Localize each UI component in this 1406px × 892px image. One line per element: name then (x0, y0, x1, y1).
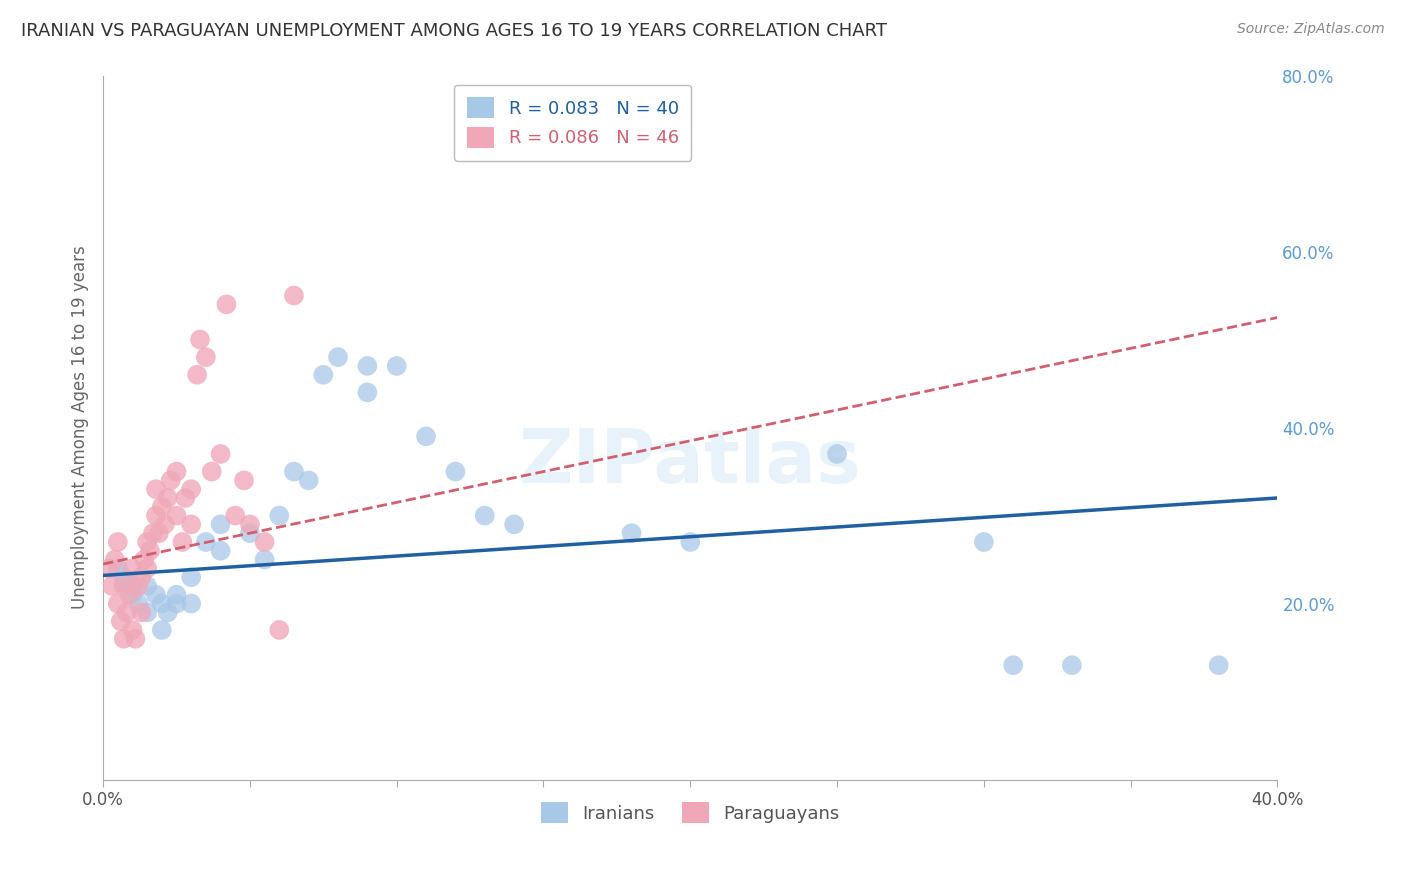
Point (112, 579, 135, 593)
Point (127, 579, 149, 593)
Point (253, 535, 276, 549)
Point (145, 508, 167, 523)
Point (209, 517, 232, 532)
Point (215, 297, 238, 311)
Point (121, 588, 143, 602)
Point (166, 588, 188, 602)
Point (166, 508, 188, 523)
Point (136, 561, 159, 575)
Point (188, 333, 211, 347)
Point (107, 561, 129, 575)
Point (233, 474, 256, 488)
Point (118, 588, 141, 602)
Point (129, 570, 152, 584)
Point (166, 597, 188, 611)
Point (115, 606, 138, 620)
Y-axis label: Unemployment Among Ages 16 to 19 years: Unemployment Among Ages 16 to 19 years (72, 245, 89, 609)
Point (239, 526, 262, 541)
Point (136, 535, 159, 549)
Point (186, 368, 208, 382)
Point (201, 465, 224, 479)
Point (253, 552, 276, 566)
Point (124, 632, 146, 646)
Point (180, 517, 202, 532)
Point (112, 632, 135, 646)
Point (148, 526, 170, 541)
Point (620, 526, 643, 541)
Point (283, 288, 305, 302)
Point (269, 623, 291, 637)
Text: IRANIAN VS PARAGUAYAN UNEMPLOYMENT AMONG AGES 16 TO 19 YEARS CORRELATION CHART: IRANIAN VS PARAGUAYAN UNEMPLOYMENT AMONG… (21, 22, 887, 40)
Point (224, 508, 246, 523)
Point (139, 543, 162, 558)
Point (973, 535, 995, 549)
Point (156, 491, 179, 505)
Point (136, 606, 159, 620)
Point (209, 447, 232, 461)
Point (150, 623, 173, 637)
Point (107, 535, 129, 549)
Point (385, 359, 408, 373)
Point (326, 350, 349, 364)
Point (107, 597, 129, 611)
Point (312, 368, 335, 382)
Point (415, 429, 437, 443)
Point (269, 508, 291, 523)
Point (121, 623, 143, 637)
Point (142, 526, 165, 541)
Point (145, 482, 167, 496)
Legend: Iranians, Paraguayans: Iranians, Paraguayans (530, 791, 851, 834)
Point (121, 579, 143, 593)
Point (679, 535, 702, 549)
Point (134, 552, 156, 566)
Point (298, 474, 321, 488)
Point (129, 606, 152, 620)
Point (110, 614, 132, 628)
Point (101, 579, 124, 593)
Point (356, 385, 378, 400)
Point (150, 597, 173, 611)
Point (503, 517, 526, 532)
Point (153, 517, 176, 532)
Point (283, 465, 305, 479)
Point (104, 552, 127, 566)
Point (180, 482, 202, 496)
Point (150, 500, 173, 514)
Text: ZIPatlas: ZIPatlas (519, 426, 862, 500)
Point (112, 570, 135, 584)
Point (444, 465, 467, 479)
Point (356, 359, 378, 373)
Point (115, 579, 138, 593)
Point (166, 465, 188, 479)
Point (825, 447, 848, 461)
Point (194, 350, 217, 364)
Point (98, 561, 121, 575)
Point (172, 535, 194, 549)
Text: Source: ZipAtlas.com: Source: ZipAtlas.com (1237, 22, 1385, 37)
Point (159, 474, 181, 488)
Point (156, 606, 179, 620)
Point (127, 597, 149, 611)
Point (194, 535, 217, 549)
Point (474, 508, 496, 523)
Point (239, 517, 262, 532)
Point (1002, 658, 1025, 673)
Point (136, 579, 159, 593)
Point (1060, 658, 1083, 673)
Point (1208, 658, 1230, 673)
Point (145, 588, 167, 602)
Point (180, 597, 202, 611)
Point (174, 491, 197, 505)
Point (121, 561, 143, 575)
Point (180, 570, 202, 584)
Point (209, 543, 232, 558)
